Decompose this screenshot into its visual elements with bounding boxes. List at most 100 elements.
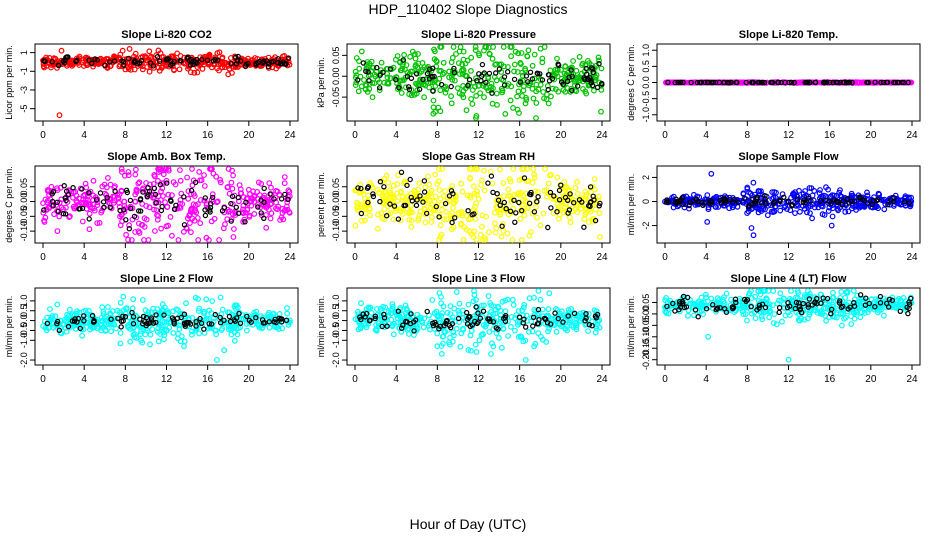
data-point bbox=[829, 295, 836, 301]
reference-point bbox=[544, 320, 551, 326]
reference-point bbox=[865, 79, 872, 86]
reference-point bbox=[475, 310, 481, 316]
data-point bbox=[808, 185, 815, 192]
outlier-point bbox=[181, 343, 187, 350]
y-tick-label: -0.10 bbox=[331, 221, 341, 242]
y-tick-label: -0.05 bbox=[19, 206, 29, 227]
data-point bbox=[430, 97, 437, 104]
data-point bbox=[147, 61, 154, 68]
reference-point bbox=[537, 71, 543, 77]
data-point bbox=[390, 193, 397, 200]
reference-point bbox=[171, 319, 177, 325]
data-point bbox=[374, 306, 380, 312]
data-point bbox=[195, 308, 202, 314]
data-point bbox=[457, 343, 464, 350]
data-point bbox=[511, 68, 517, 75]
data-point bbox=[437, 195, 444, 202]
reference-point bbox=[551, 193, 557, 199]
data-point bbox=[596, 57, 602, 64]
reference-point bbox=[806, 296, 813, 302]
data-point bbox=[146, 204, 153, 211]
reference-point bbox=[908, 295, 914, 302]
data-point bbox=[704, 192, 711, 199]
data-point bbox=[516, 177, 523, 184]
reference-point bbox=[100, 199, 107, 205]
reference-point bbox=[698, 79, 704, 86]
data-point bbox=[567, 214, 573, 221]
data-point bbox=[358, 83, 365, 90]
data-point bbox=[434, 181, 441, 187]
outlier-point bbox=[828, 222, 835, 229]
reference-point bbox=[831, 197, 837, 203]
reference-point bbox=[576, 197, 583, 203]
reference-point bbox=[153, 312, 159, 318]
data-point bbox=[453, 289, 460, 296]
data-point bbox=[66, 214, 72, 221]
reference-point bbox=[372, 313, 378, 319]
reference-point bbox=[436, 214, 442, 220]
data-point bbox=[150, 64, 157, 71]
data-point bbox=[387, 75, 394, 82]
reference-point bbox=[62, 211, 69, 217]
reference-point bbox=[407, 176, 413, 183]
reference-point bbox=[451, 65, 457, 72]
data-point bbox=[356, 65, 363, 72]
data-point bbox=[898, 201, 905, 208]
data-point bbox=[376, 189, 382, 196]
data-point bbox=[553, 86, 559, 93]
reference-point bbox=[501, 82, 508, 88]
x-tick-label: 0 bbox=[662, 130, 668, 141]
x-tick-label: 16 bbox=[824, 130, 836, 141]
data-point bbox=[493, 197, 500, 204]
reference-point bbox=[140, 313, 147, 320]
data-point bbox=[390, 216, 397, 223]
reference-point bbox=[529, 76, 536, 82]
reference-point bbox=[568, 67, 574, 73]
data-point bbox=[470, 298, 477, 305]
data-point bbox=[739, 308, 746, 315]
reference-point bbox=[590, 193, 596, 199]
data-point bbox=[456, 300, 463, 307]
reference-point bbox=[86, 189, 92, 196]
reference-point bbox=[164, 180, 170, 186]
reference-point bbox=[278, 196, 285, 202]
data-point bbox=[164, 203, 171, 210]
data-point bbox=[82, 199, 89, 206]
data-point bbox=[154, 177, 161, 184]
data-point bbox=[218, 327, 225, 334]
data-point bbox=[207, 166, 213, 172]
data-point bbox=[517, 191, 523, 198]
reference-point bbox=[206, 321, 212, 327]
reference-point bbox=[589, 65, 595, 71]
data-point bbox=[759, 316, 766, 323]
reference-point bbox=[490, 319, 497, 325]
data-point bbox=[450, 329, 457, 336]
reference-point bbox=[794, 196, 801, 202]
data-point bbox=[502, 308, 509, 315]
reference-point bbox=[493, 325, 499, 331]
reference-point bbox=[891, 198, 897, 205]
data-point bbox=[103, 184, 110, 191]
data-point bbox=[390, 182, 397, 189]
reference-point bbox=[357, 314, 363, 320]
data-point bbox=[481, 302, 487, 309]
outlier-point bbox=[139, 66, 146, 73]
data-point bbox=[748, 295, 755, 301]
data-point bbox=[822, 312, 829, 319]
data-point bbox=[117, 222, 124, 229]
data-point bbox=[468, 327, 475, 334]
y-tick-label: -2.0 bbox=[331, 352, 341, 368]
data-point bbox=[415, 215, 422, 222]
data-point bbox=[515, 334, 522, 340]
data-point bbox=[504, 82, 511, 89]
data-point bbox=[355, 88, 362, 95]
data-point bbox=[774, 300, 781, 307]
data-point bbox=[497, 211, 504, 218]
data-point bbox=[201, 197, 208, 204]
reference-point bbox=[511, 197, 517, 203]
data-point bbox=[467, 332, 474, 339]
reference-point bbox=[171, 321, 177, 327]
data-point bbox=[151, 228, 158, 234]
data-point bbox=[548, 171, 554, 178]
reference-point bbox=[851, 198, 858, 204]
